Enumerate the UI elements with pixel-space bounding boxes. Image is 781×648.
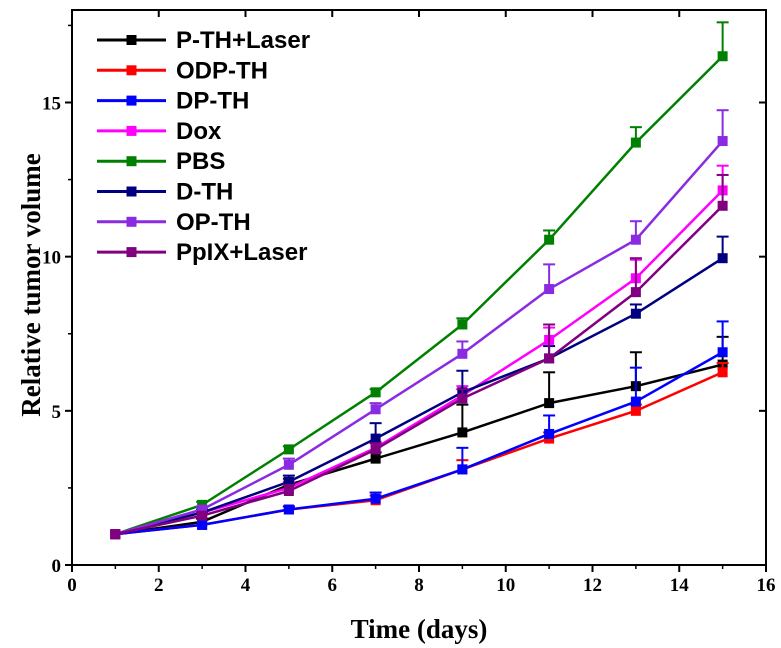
data-point xyxy=(197,519,208,530)
data-point xyxy=(370,387,381,398)
data-point xyxy=(370,493,381,504)
x-tick-label: 0 xyxy=(67,575,77,596)
legend-label: D-TH xyxy=(176,179,233,206)
data-point xyxy=(283,459,294,470)
legend-marker xyxy=(126,156,137,167)
series-line xyxy=(115,204,724,536)
x-tick-label: 14 xyxy=(670,575,690,596)
data-point xyxy=(197,510,208,521)
legend-label: PBS xyxy=(176,148,225,175)
data-point xyxy=(370,444,381,455)
x-tick-label: 6 xyxy=(328,575,338,596)
data-point xyxy=(717,200,728,211)
data-point xyxy=(283,476,294,487)
data-point xyxy=(370,453,381,464)
data-point xyxy=(630,308,641,319)
data-point xyxy=(544,353,555,364)
legend-label: Dox xyxy=(176,118,222,145)
y-tick-label: 5 xyxy=(52,402,62,423)
series-line xyxy=(115,140,724,536)
legend-marker xyxy=(126,65,137,76)
data-point xyxy=(544,398,555,409)
x-tick-label: 16 xyxy=(757,575,776,596)
data-point xyxy=(717,253,728,264)
data-point xyxy=(717,136,728,147)
data-point xyxy=(283,504,294,515)
data-point xyxy=(630,396,641,407)
x-tick-label: 4 xyxy=(241,575,251,596)
data-point xyxy=(630,287,641,298)
legend-label: PpIX+Laser xyxy=(176,239,307,266)
y-tick-label: 10 xyxy=(42,248,61,269)
legend-marker xyxy=(126,247,137,258)
data-point xyxy=(197,504,208,515)
y-tick-label: 15 xyxy=(42,94,61,115)
data-point xyxy=(457,464,468,475)
legend-label: ODP-TH xyxy=(176,57,268,84)
data-point xyxy=(370,404,381,415)
legend-marker xyxy=(126,186,137,197)
data-point xyxy=(630,137,641,148)
legend-marker xyxy=(126,35,137,45)
data-point xyxy=(717,367,728,378)
data-point xyxy=(283,486,294,496)
data-point xyxy=(544,428,555,439)
x-tick-label: 8 xyxy=(414,575,424,596)
x-tick-label: 2 xyxy=(154,575,164,596)
series-line xyxy=(115,351,724,536)
data-point xyxy=(370,433,381,444)
legend-label: DP-TH xyxy=(176,88,249,115)
data-point xyxy=(110,529,121,540)
series-line xyxy=(115,257,724,536)
series-line xyxy=(115,363,723,536)
y-axis-label: Relative tumor volume xyxy=(16,153,46,416)
data-point xyxy=(544,234,555,245)
data-point xyxy=(457,393,468,404)
series-line xyxy=(114,55,724,536)
x-axis-label: Time (days) xyxy=(351,614,488,644)
data-point xyxy=(630,405,641,416)
data-point xyxy=(544,284,555,295)
legend-label: OP-TH xyxy=(176,209,251,236)
legend-marker xyxy=(126,95,137,106)
data-point xyxy=(630,234,641,245)
legend-marker xyxy=(126,125,137,136)
legend-marker xyxy=(126,216,137,227)
y-tick-label: 0 xyxy=(52,556,62,577)
data-point xyxy=(457,348,468,359)
x-tick-label: 12 xyxy=(583,575,602,596)
x-tick-label: 10 xyxy=(496,575,515,596)
data-point xyxy=(457,427,468,438)
data-point xyxy=(457,319,468,330)
data-point xyxy=(283,444,294,455)
legend-label: P-TH+Laser xyxy=(176,27,310,54)
data-point xyxy=(717,51,728,62)
data-point xyxy=(717,347,728,358)
